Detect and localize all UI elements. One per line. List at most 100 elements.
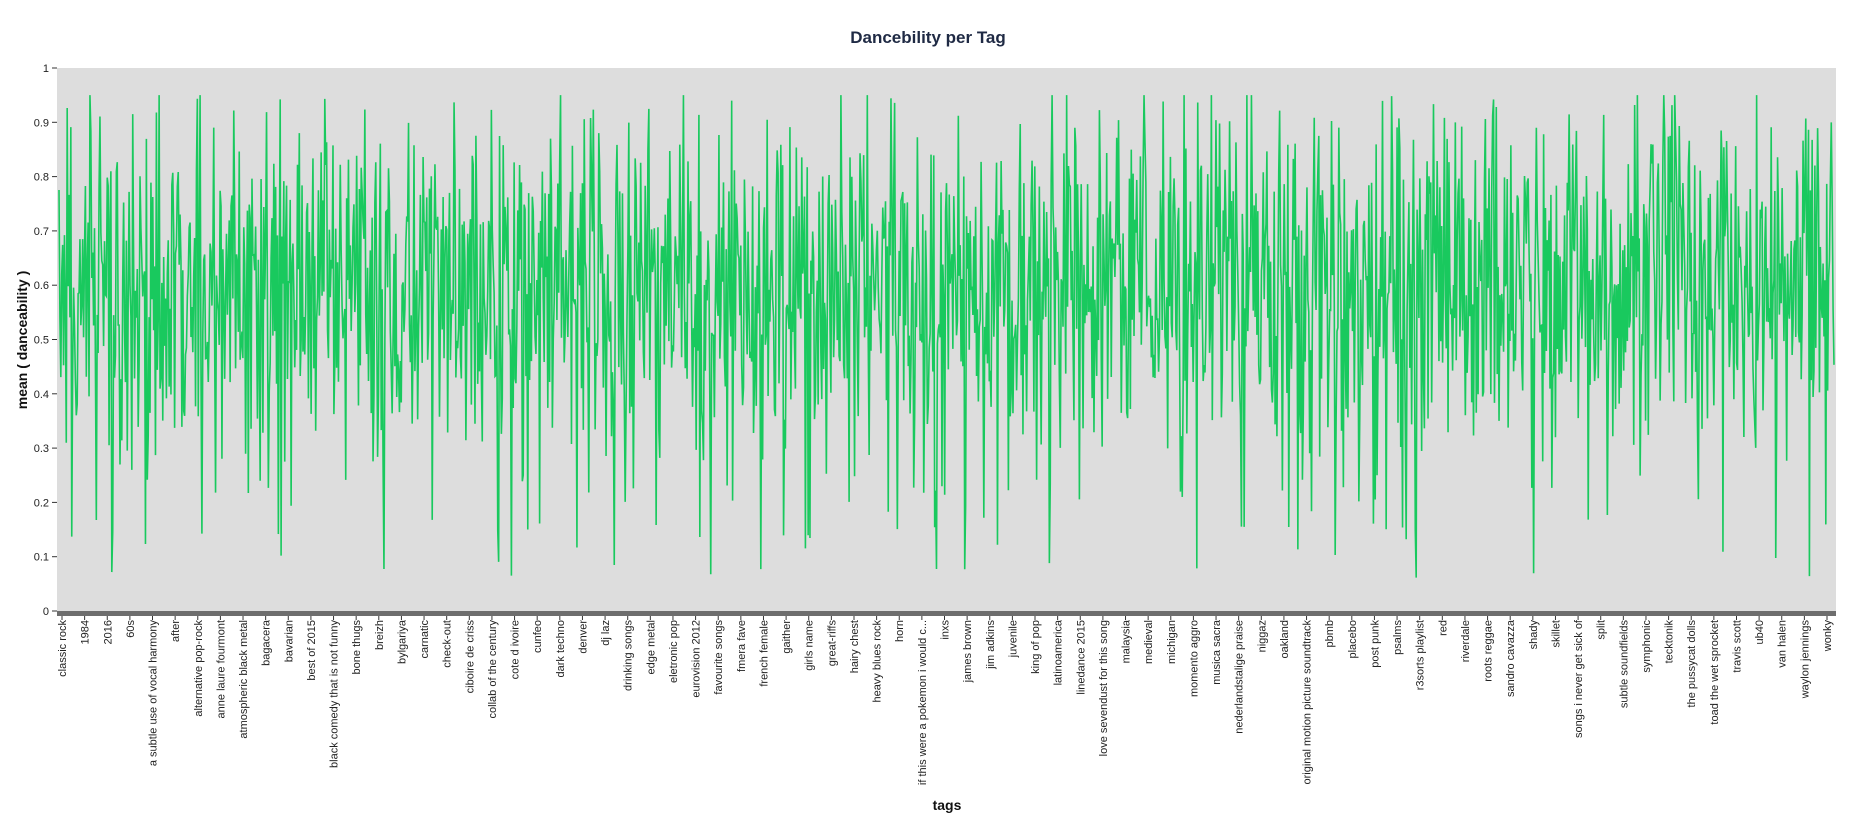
- x-tick-label: toad the wet sprocket: [1709, 620, 1721, 725]
- x-tick-label: carnatic: [419, 620, 431, 659]
- x-tick-label: gaither: [781, 620, 793, 654]
- chart-title: Dancebility per Tag: [850, 28, 1006, 47]
- x-tick-label: edge metal: [645, 620, 657, 674]
- x-tick-label: latinoamerica: [1053, 619, 1065, 685]
- x-tick-label: wonky: [1822, 620, 1834, 653]
- x-tick-label: dark techno: [555, 620, 567, 677]
- x-tick-label: pbmb: [1324, 620, 1336, 648]
- x-tick-label: oakland: [1279, 620, 1291, 659]
- x-tick-label: check-out: [442, 620, 454, 668]
- x-tick-label: best of 2015: [306, 620, 318, 681]
- series-line: [58, 95, 1835, 578]
- x-tick-label: favourite songs: [713, 620, 725, 695]
- x-tick-label: split: [1596, 620, 1608, 640]
- x-tick-label: great-riffs: [826, 620, 838, 667]
- y-tick-label: 1: [43, 63, 49, 75]
- x-tick-label: nederlandstalige praise: [1234, 620, 1246, 734]
- y-tick-label: 0.5: [34, 335, 49, 347]
- x-tick-label: musica sacra: [1211, 619, 1223, 685]
- x-tick-label: breizh: [374, 620, 386, 650]
- x-tick-label: atmospheric black metal: [238, 620, 250, 739]
- y-tick-label: 0.3: [34, 443, 49, 455]
- y-tick-label: 0.2: [34, 497, 49, 509]
- x-tick-label: after: [170, 620, 182, 642]
- x-tick-label: cote d ivoire: [510, 620, 522, 679]
- x-tick-label: juvenile: [1007, 620, 1019, 658]
- y-tick-label: 0: [43, 606, 49, 618]
- x-tick-label: bavarian: [283, 620, 295, 662]
- x-tick-label: drinking songs: [623, 620, 635, 691]
- y-axis-label: mean ( danceability ): [14, 271, 30, 409]
- x-tick-label: a subtle use of vocal harmony: [148, 620, 160, 767]
- x-tick-label: denver: [577, 620, 589, 654]
- x-tick-label: cunfeo: [532, 620, 544, 653]
- x-tick-label: love sevendust for this song: [1098, 620, 1110, 756]
- x-tick-label: waylon jennings: [1799, 620, 1811, 700]
- x-tick-label: eletronic pop: [668, 620, 680, 683]
- x-tick-label: 1984: [80, 620, 92, 644]
- x-tick-label: bylgariya: [396, 619, 408, 664]
- data-series: [58, 95, 1835, 578]
- x-axis-label: tags: [933, 797, 962, 813]
- x-tick-label: dj laz: [600, 620, 612, 646]
- x-tick-label: horn: [894, 620, 906, 642]
- x-tick-label: king of pop: [1030, 620, 1042, 674]
- x-tick-label: heavy blues rock: [872, 620, 884, 703]
- x-tick-label: niggaz: [1256, 620, 1268, 652]
- x-tick-label: red: [1437, 620, 1449, 636]
- x-tick-label: post punk: [1369, 620, 1381, 668]
- x-tick-label: roots reggae: [1483, 620, 1495, 682]
- x-tick-label: if this were a pokemon i would c...: [917, 620, 929, 785]
- y-tick-label: 0.1: [34, 552, 49, 564]
- x-tick-label: riverdale: [1460, 620, 1472, 662]
- x-tick-label: bone thugs: [351, 620, 363, 675]
- x-tick-label: alternative pop-rock: [193, 620, 205, 717]
- y-tick-label: 0.7: [34, 226, 49, 238]
- x-tick-label: momento aggro: [1188, 620, 1200, 697]
- x-tick-label: bagacera: [261, 619, 273, 666]
- x-tick-label: fmera fave: [736, 620, 748, 672]
- x-tick-label: symphonic: [1641, 620, 1653, 673]
- x-tick-label: the pussycat dolls: [1686, 620, 1698, 708]
- x-tick-label: 2016: [102, 620, 114, 644]
- y-tick-label: 0.9: [34, 117, 49, 129]
- plot-area: [57, 68, 1836, 611]
- x-tick-label: psalms: [1392, 620, 1404, 655]
- x-axis-bar: [57, 611, 1836, 616]
- y-tick-label: 0.4: [34, 389, 49, 401]
- x-tick-label: songs i never get sick of: [1573, 619, 1585, 738]
- x-tick-label: girls name: [804, 620, 816, 671]
- x-tick-label: sandro cavazza: [1505, 619, 1517, 697]
- x-tick-label: inxs: [940, 620, 952, 640]
- x-tick-label: subtle soundfields: [1618, 620, 1630, 709]
- x-tick-label: shady: [1528, 620, 1540, 650]
- x-tick-label: tecktonik: [1664, 620, 1676, 664]
- x-tick-label: james brown: [962, 620, 974, 683]
- x-axis: classic rock 1984 2016 60s a subtle use of v…: [57, 616, 1834, 785]
- x-tick-label: linedance 2015: [1075, 620, 1087, 695]
- y-tick-label: 0.8: [34, 172, 49, 184]
- x-tick-label: van halen: [1777, 620, 1789, 668]
- x-tick-label: r3sorts playlist: [1415, 620, 1427, 690]
- x-tick-label: 60s: [125, 620, 137, 638]
- x-tick-label: ciboire de criss: [464, 620, 476, 694]
- x-tick-label: medieval: [1143, 620, 1155, 664]
- x-tick-label: anne laure fourmont: [215, 620, 227, 718]
- x-tick-label: placebo: [1347, 620, 1359, 659]
- x-tick-label: jim adkins: [985, 620, 997, 670]
- x-tick-label: michigan: [1166, 620, 1178, 664]
- x-tick-label: original motion picture soundtrack: [1302, 620, 1314, 785]
- x-tick-label: classic rock: [57, 620, 69, 677]
- y-axis: 0 0.1 0.2 0.3 0.4 0.5 0.6 0.7 0.8 0.9 1: [34, 63, 57, 618]
- y-tick-label: 0.6: [34, 280, 49, 292]
- x-tick-label: travis scott: [1731, 620, 1743, 673]
- x-tick-label: ub40: [1754, 620, 1766, 644]
- x-tick-label: malaysia: [1121, 619, 1133, 663]
- x-tick-label: black comedy that is not funny: [329, 620, 341, 768]
- x-tick-label: collab of the century: [487, 620, 499, 719]
- x-tick-label: hairy chest: [849, 620, 861, 673]
- x-tick-label: skillet: [1550, 620, 1562, 648]
- x-tick-label: eurovision 2012: [691, 620, 703, 698]
- x-tick-label: french female: [758, 620, 770, 687]
